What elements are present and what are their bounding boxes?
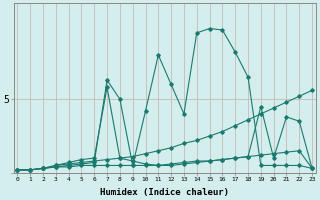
X-axis label: Humidex (Indice chaleur): Humidex (Indice chaleur) bbox=[100, 188, 229, 197]
